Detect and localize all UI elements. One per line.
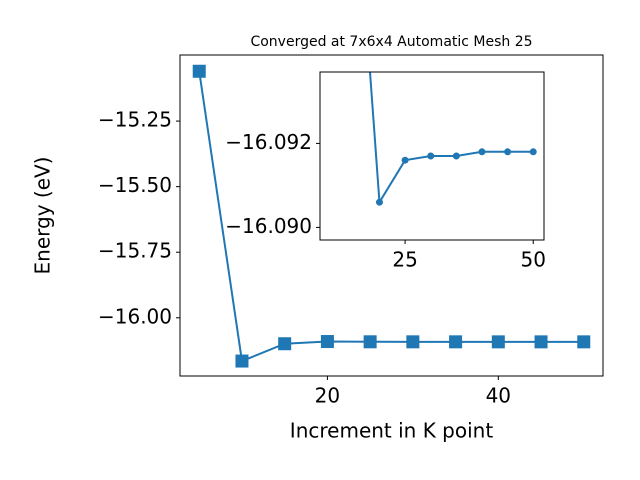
marker xyxy=(577,335,591,349)
marker xyxy=(427,152,435,160)
marker xyxy=(401,156,409,164)
marker xyxy=(406,335,420,349)
marker xyxy=(452,152,460,160)
plot-area xyxy=(368,72,537,206)
y-tick-label: −16.092 xyxy=(225,130,312,154)
axes-frame xyxy=(179,54,604,377)
marker xyxy=(192,64,206,78)
x-tick-label: 40 xyxy=(486,384,511,408)
plot-area xyxy=(192,64,591,368)
data-line xyxy=(368,72,534,206)
axes: 25 50 −16.092 −16.090 xyxy=(225,71,546,272)
marker xyxy=(375,198,383,206)
marker xyxy=(449,335,463,349)
y-tick-label: −16.00 xyxy=(98,304,172,328)
chart-title: Converged at 7x6x4 Automatic Mesh 25 xyxy=(250,34,532,50)
y-tick-label: −15.25 xyxy=(98,108,172,132)
marker xyxy=(235,354,249,368)
y-tick-label: −15.75 xyxy=(98,239,172,263)
y-tick-label: −15.50 xyxy=(98,173,172,197)
axes-frame xyxy=(319,71,545,241)
y-tick-label: −16.090 xyxy=(225,214,312,238)
x-tick-label: 20 xyxy=(315,384,340,408)
marker xyxy=(504,148,512,156)
y-axis-label: Energy (eV) xyxy=(31,157,55,275)
marker xyxy=(320,335,334,349)
x-tick-label: 25 xyxy=(392,248,417,272)
marker xyxy=(529,148,537,156)
x-axis-label: Increment in K point xyxy=(290,419,494,443)
marker xyxy=(534,335,548,349)
data-line xyxy=(198,71,584,363)
marker xyxy=(478,148,486,156)
x-tick-label: 50 xyxy=(521,248,546,272)
marker xyxy=(363,335,377,349)
marker xyxy=(491,335,505,349)
marker xyxy=(278,337,292,351)
